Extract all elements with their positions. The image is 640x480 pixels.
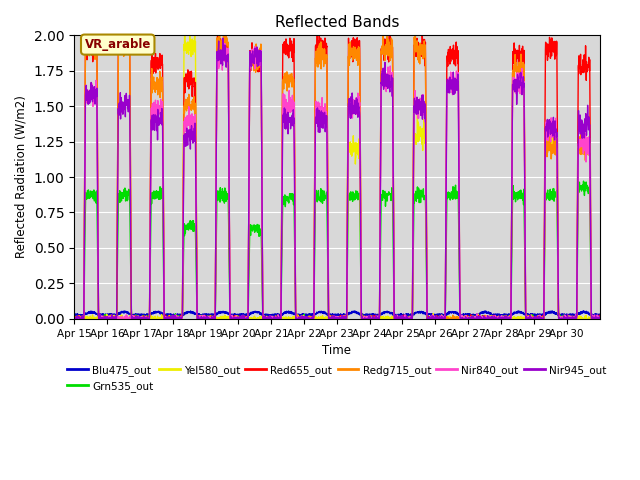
Yel580_out xyxy=(525,315,532,321)
Grn535_out xyxy=(525,315,532,321)
Redg715_out xyxy=(92,28,100,34)
Nir945_out xyxy=(237,316,244,322)
Nir840_out xyxy=(70,316,78,322)
Red655_out xyxy=(525,315,532,321)
Redg715_out xyxy=(369,314,376,320)
Blu475_out xyxy=(368,311,376,317)
Blu475_out xyxy=(596,312,604,317)
Line: Grn535_out: Grn535_out xyxy=(74,181,600,319)
Yel580_out xyxy=(495,316,503,322)
Grn535_out xyxy=(71,316,79,322)
Red655_out xyxy=(237,314,244,320)
Nir945_out xyxy=(369,315,376,321)
Nir840_out xyxy=(70,315,78,321)
Blu475_out xyxy=(435,313,443,319)
Text: VR_arable: VR_arable xyxy=(84,38,151,51)
Nir945_out xyxy=(70,316,78,322)
Nir840_out xyxy=(123,315,131,321)
Nir840_out xyxy=(237,316,244,322)
Yel580_out xyxy=(123,316,131,322)
Line: Yel580_out: Yel580_out xyxy=(74,30,600,319)
Redg715_out xyxy=(70,316,78,322)
Line: Blu475_out: Blu475_out xyxy=(74,311,600,316)
Red655_out xyxy=(70,316,78,322)
Redg715_out xyxy=(123,41,131,47)
Redg715_out xyxy=(236,314,244,320)
Nir945_out xyxy=(219,35,227,41)
Nir840_out xyxy=(589,314,596,320)
Redg715_out xyxy=(588,316,596,322)
X-axis label: Time: Time xyxy=(323,344,351,357)
Grn535_out xyxy=(236,316,244,322)
Red655_out xyxy=(596,312,604,318)
Nir840_out xyxy=(596,315,604,321)
Grn535_out xyxy=(589,315,596,321)
Red655_out xyxy=(123,48,131,54)
Yel580_out xyxy=(181,27,189,33)
Grn535_out xyxy=(495,315,502,321)
Blu475_out xyxy=(236,312,244,318)
Redg715_out xyxy=(596,316,604,322)
Grn535_out xyxy=(70,315,78,321)
Red655_out xyxy=(589,316,596,322)
Line: Nir840_out: Nir840_out xyxy=(74,44,600,319)
Yel580_out xyxy=(237,316,244,322)
Blu475_out xyxy=(70,311,78,317)
Grn535_out xyxy=(596,316,604,322)
Nir840_out xyxy=(369,315,376,321)
Red655_out xyxy=(369,316,376,322)
Yel580_out xyxy=(70,316,78,322)
Blu475_out xyxy=(580,308,588,314)
Nir945_out xyxy=(589,316,596,322)
Red655_out xyxy=(93,26,100,32)
Nir840_out xyxy=(495,315,503,321)
Grn535_out xyxy=(580,178,588,184)
Nir945_out xyxy=(596,314,604,320)
Yel580_out xyxy=(70,316,78,322)
Yel580_out xyxy=(369,316,376,322)
Yel580_out xyxy=(596,315,604,321)
Legend: Blu475_out, Grn535_out, Yel580_out, Red655_out, Redg715_out, Nir840_out, Nir945_: Blu475_out, Grn535_out, Yel580_out, Red6… xyxy=(63,361,611,396)
Redg715_out xyxy=(495,313,502,319)
Blu475_out xyxy=(495,313,502,319)
Title: Reflected Bands: Reflected Bands xyxy=(275,15,399,30)
Nir840_out xyxy=(525,316,532,322)
Red655_out xyxy=(495,316,503,322)
Line: Nir945_out: Nir945_out xyxy=(74,38,600,319)
Blu475_out xyxy=(589,312,596,317)
Nir840_out xyxy=(221,41,228,47)
Y-axis label: Reflected Radiation (W/m2): Reflected Radiation (W/m2) xyxy=(15,96,28,259)
Line: Redg715_out: Redg715_out xyxy=(74,31,600,319)
Nir945_out xyxy=(70,313,78,319)
Blu475_out xyxy=(525,312,532,317)
Blu475_out xyxy=(123,309,131,315)
Grn535_out xyxy=(123,192,131,198)
Redg715_out xyxy=(525,315,532,321)
Red655_out xyxy=(70,314,78,320)
Yel580_out xyxy=(589,315,596,321)
Nir945_out xyxy=(525,316,532,322)
Grn535_out xyxy=(369,316,376,322)
Nir945_out xyxy=(123,99,131,105)
Line: Red655_out: Red655_out xyxy=(74,29,600,319)
Nir945_out xyxy=(495,315,503,321)
